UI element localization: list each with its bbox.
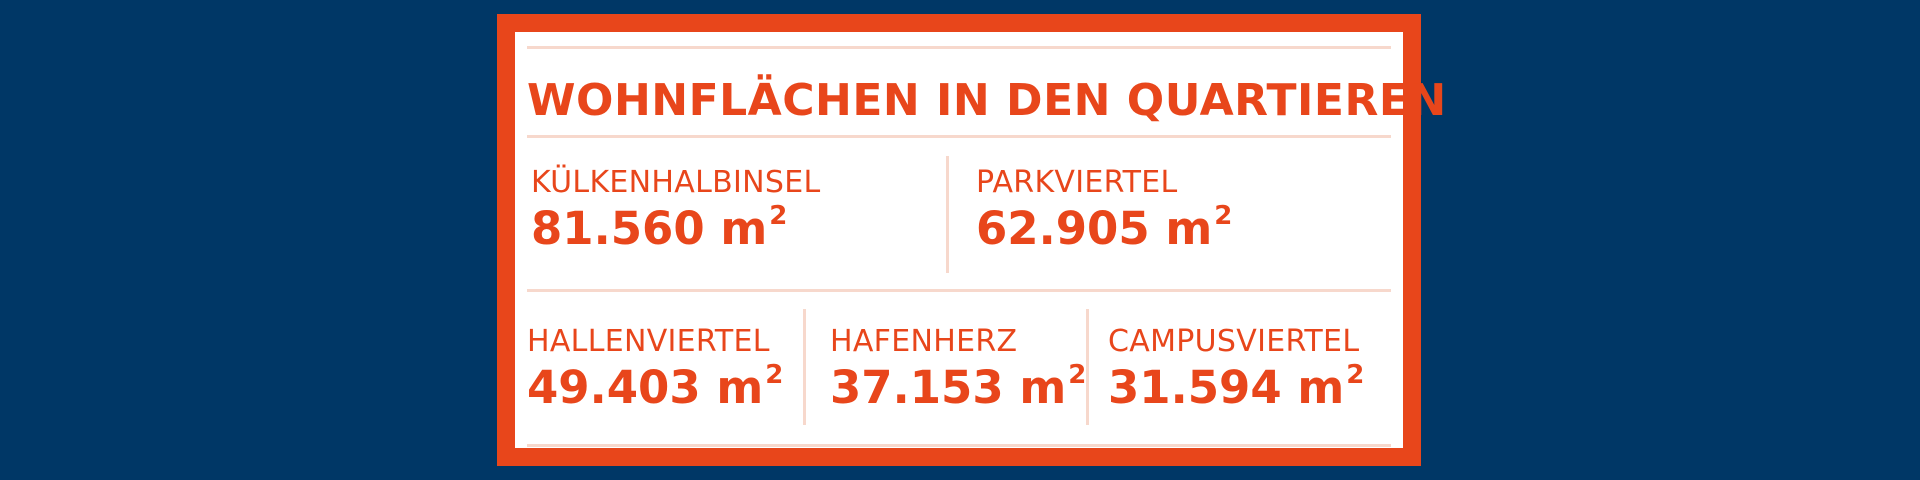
quarter-kuelkenhalbinsel: KÜLKENHALBINSEL 81.560 m2	[531, 165, 821, 255]
quarter-name: HALLENVIERTEL	[527, 324, 770, 359]
quarter-area: 81.560 m2	[531, 201, 788, 255]
quarter-campusviertel: CAMPUSVIERTEL 31.594 m2	[1108, 324, 1364, 414]
row-divider	[527, 289, 1391, 292]
quarter-name: CAMPUSVIERTEL	[1108, 324, 1360, 359]
top-divider	[527, 46, 1391, 49]
quarter-area: 31.594 m2	[1108, 360, 1365, 414]
quarter-area: 62.905 m2	[976, 201, 1233, 255]
quarter-hafenherz: HAFENHERZ 37.153 m2	[830, 324, 1086, 414]
quarter-parkviertel: PARKVIERTEL 62.905 m2	[976, 165, 1232, 255]
info-card: WOHNFLÄCHEN IN DEN QUARTIEREN KÜLKENHALB…	[497, 14, 1447, 466]
row2-divider-1	[803, 309, 806, 425]
title-divider	[527, 135, 1391, 138]
quarter-name: KÜLKENHALBINSEL	[531, 165, 821, 200]
row1-divider	[946, 156, 949, 273]
row2-divider-2	[1086, 309, 1089, 425]
card-title: WOHNFLÄCHEN IN DEN QUARTIEREN	[527, 75, 1447, 126]
quarter-area: 49.403 m2	[527, 360, 784, 414]
quarter-name: HAFENHERZ	[830, 324, 1018, 359]
quarter-name: PARKVIERTEL	[976, 165, 1178, 200]
quarter-area: 37.153 m2	[830, 360, 1087, 414]
bottom-divider	[527, 444, 1391, 447]
quarter-hallenviertel: HALLENVIERTEL 49.403 m2	[527, 324, 783, 414]
